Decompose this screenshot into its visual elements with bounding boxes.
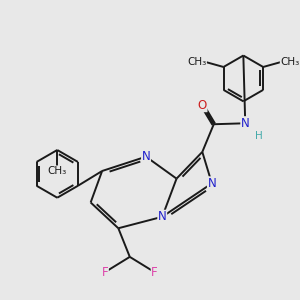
Text: H: H <box>255 131 263 141</box>
Text: CH₃: CH₃ <box>187 57 206 67</box>
Text: F: F <box>102 266 108 279</box>
Text: CH₃: CH₃ <box>280 57 300 67</box>
Text: N: N <box>158 210 167 223</box>
Text: N: N <box>241 117 250 130</box>
Text: N: N <box>142 150 150 163</box>
Text: O: O <box>198 99 207 112</box>
Text: N: N <box>208 177 216 190</box>
Text: CH₃: CH₃ <box>48 166 67 176</box>
Text: F: F <box>151 266 158 279</box>
